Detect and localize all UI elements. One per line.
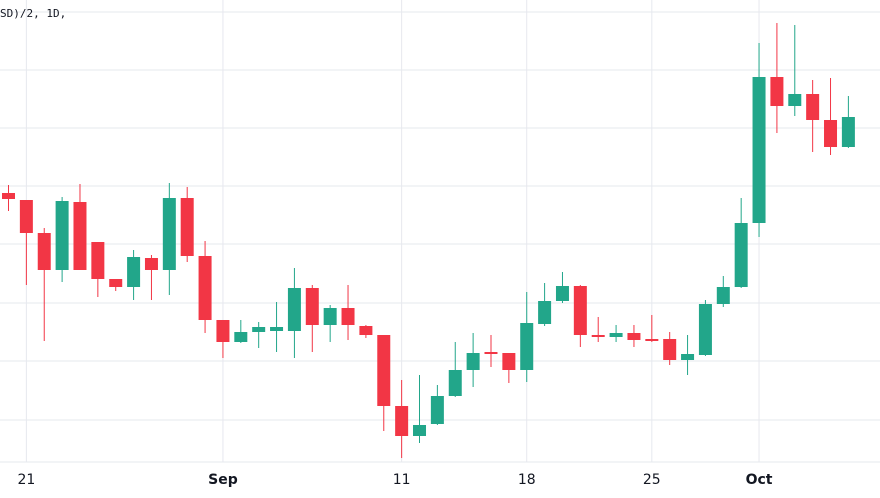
candle-body (734, 223, 748, 287)
candle-body (806, 94, 820, 120)
candle-body (413, 425, 427, 436)
candle-body (716, 287, 730, 304)
candle-body (466, 353, 480, 370)
candle-body (824, 120, 838, 147)
candle-body (520, 323, 534, 370)
candle-body (91, 242, 105, 279)
x-tick-label: Sep (208, 472, 238, 488)
candle-body (109, 279, 123, 287)
candle-body (287, 288, 301, 331)
x-tick-label: 18 (518, 472, 536, 488)
candle-body (2, 193, 15, 199)
x-tick-label: 21 (17, 472, 35, 488)
candle-body (127, 257, 141, 287)
candle-body (502, 353, 516, 370)
candle-body (538, 301, 552, 324)
x-tick-label: Oct (746, 472, 773, 488)
candle-body (395, 406, 409, 436)
candle-body (377, 335, 391, 406)
candle-body (270, 327, 284, 331)
candle-body (162, 198, 176, 270)
candle-body (430, 396, 444, 424)
candle-body (681, 354, 695, 360)
candle-body (609, 333, 623, 337)
candle-body (645, 339, 659, 341)
chart-title: SD)/2, 1D, (0, 7, 66, 20)
candle-body (180, 198, 194, 256)
candle-body (555, 286, 569, 301)
candle-body (19, 200, 33, 233)
candle-body (73, 202, 87, 270)
candle-body (252, 327, 266, 332)
candle-body (573, 286, 587, 335)
x-tick-label: 25 (643, 472, 661, 488)
candle-body (484, 352, 498, 354)
candle-body (216, 320, 230, 342)
candle-body (788, 94, 802, 106)
candle-body (448, 370, 462, 396)
candle-body (305, 288, 319, 325)
candle-body (144, 258, 158, 270)
candle-body (55, 201, 69, 270)
candle-body (841, 117, 855, 147)
x-tick-label: 11 (393, 472, 411, 488)
candle-body (234, 332, 248, 342)
candle-body (341, 308, 355, 325)
candle-body (37, 233, 51, 270)
candle-body (198, 256, 212, 320)
candle-body (752, 77, 766, 223)
candle-body (627, 333, 641, 340)
candle-body (698, 304, 712, 355)
candle-body (770, 77, 784, 106)
candle-body (663, 339, 677, 360)
candle-body (323, 308, 337, 325)
grid (0, 11, 880, 421)
candle-body (591, 335, 605, 337)
candle-body (359, 326, 373, 335)
